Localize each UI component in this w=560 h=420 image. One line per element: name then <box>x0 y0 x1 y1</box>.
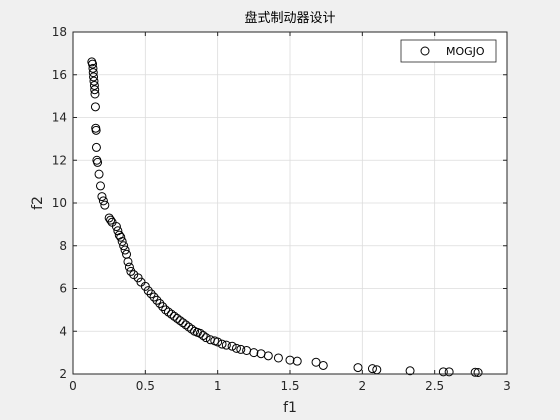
y-tick-label: 14 <box>52 111 67 125</box>
x-tick-label: 1.5 <box>280 379 299 393</box>
legend-entry-mogjo: MOGJO <box>446 45 485 58</box>
y-tick-label: 18 <box>52 25 67 39</box>
data-point <box>120 245 130 255</box>
data-point <box>473 368 483 378</box>
chart-title: 盘式制动器设计 <box>244 10 335 26</box>
data-point <box>181 320 191 330</box>
data-point <box>124 262 134 272</box>
data-point <box>126 266 136 276</box>
y-axis-label: f2 <box>30 196 46 210</box>
x-tick-label: 2 <box>359 379 367 393</box>
data-point <box>438 367 448 377</box>
data-point <box>236 344 246 354</box>
data-point <box>217 339 227 349</box>
x-tick-label: 3 <box>503 379 511 393</box>
data-point <box>116 232 126 242</box>
data-point <box>100 200 110 210</box>
data-point <box>172 313 182 323</box>
data-point <box>152 295 162 305</box>
data-point <box>292 356 302 366</box>
data-point <box>213 337 223 347</box>
data-point <box>98 196 108 206</box>
data-point <box>94 169 104 179</box>
y-tick-label: 4 <box>59 324 67 338</box>
y-tick-label: 6 <box>59 282 67 296</box>
data-point <box>89 72 99 82</box>
data-point <box>161 305 171 315</box>
data-point <box>221 340 231 350</box>
data-point <box>90 89 100 99</box>
data-point <box>367 364 377 374</box>
data-point <box>178 318 188 328</box>
data-point <box>88 63 98 73</box>
y-tick-label: 2 <box>59 367 67 381</box>
data-point <box>106 215 116 225</box>
data-point <box>198 331 208 341</box>
x-tick-label: 0 <box>69 379 77 393</box>
data-point <box>88 59 98 69</box>
data-point <box>249 348 259 358</box>
data-point <box>318 360 328 370</box>
data-point <box>143 286 153 296</box>
data-point <box>470 367 480 377</box>
data-point <box>90 85 100 95</box>
data-point <box>163 307 173 317</box>
data-point <box>158 302 168 312</box>
data-point <box>89 80 99 90</box>
x-tick-label: 2.5 <box>425 379 444 393</box>
legend-box <box>400 39 497 63</box>
y-tick-label: 16 <box>52 68 67 82</box>
data-point <box>195 328 205 338</box>
data-points <box>87 57 483 378</box>
data-point <box>231 343 241 353</box>
data-point <box>201 333 211 343</box>
axis-ticks: 0 0.5 1 1.5 2 2.5 3 2 4 6 8 10 12 14 16 18 <box>52 25 511 393</box>
y-tick-label: 12 <box>52 153 67 167</box>
data-point <box>155 298 165 308</box>
data-point <box>146 289 156 299</box>
data-point <box>227 341 237 351</box>
data-point <box>273 353 283 363</box>
data-point <box>353 363 363 373</box>
data-point <box>97 192 107 202</box>
data-point <box>119 241 129 251</box>
data-point <box>263 351 273 361</box>
data-point <box>91 125 101 135</box>
data-point <box>117 236 127 246</box>
x-axis-label: f1 <box>283 400 297 416</box>
y-tick-label: 10 <box>52 196 67 210</box>
data-point <box>175 316 185 326</box>
data-point <box>405 366 415 376</box>
data-point <box>89 76 99 86</box>
data-point <box>88 68 98 78</box>
data-point <box>93 157 103 167</box>
x-tick-label: 0.5 <box>136 379 155 393</box>
data-point <box>90 102 100 112</box>
data-point <box>444 367 454 377</box>
data-point <box>149 292 159 302</box>
data-point <box>123 257 133 267</box>
legend: MOGJO <box>400 39 497 63</box>
data-point <box>184 322 194 332</box>
data-point <box>91 142 101 152</box>
data-point <box>111 222 121 232</box>
data-point <box>169 311 179 321</box>
legend-marker <box>420 46 430 56</box>
data-point <box>311 357 321 367</box>
data-point <box>95 181 105 191</box>
data-point <box>285 355 295 365</box>
data-point <box>166 309 176 319</box>
x-tick-label: 1 <box>214 379 222 393</box>
y-tick-label: 8 <box>59 239 67 253</box>
